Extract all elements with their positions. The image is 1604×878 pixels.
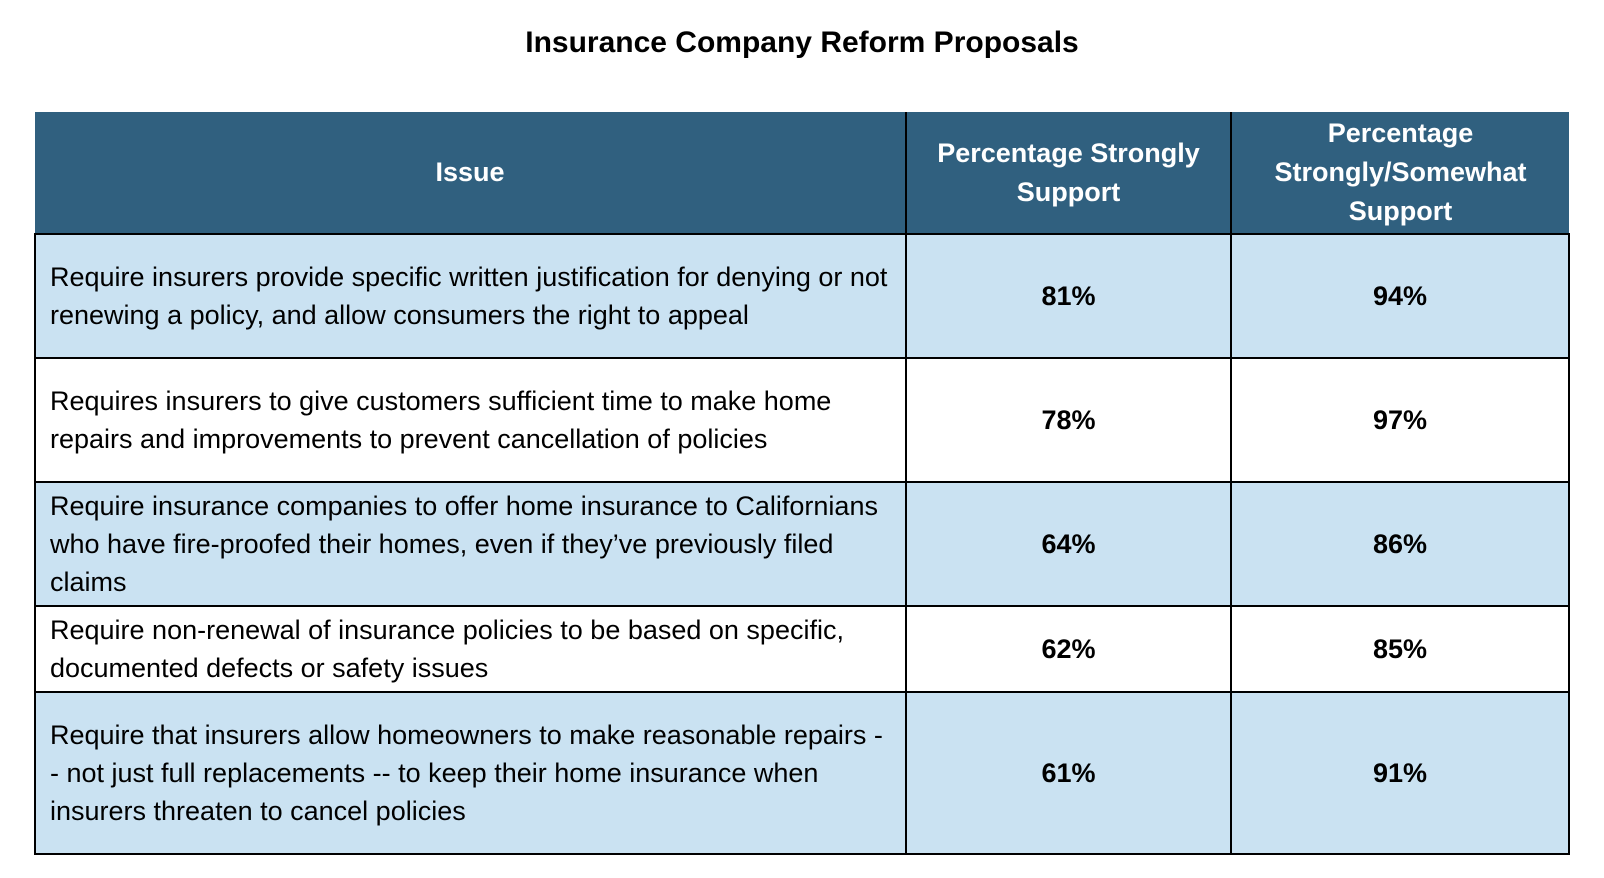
- table-body: Require insurers provide specific writte…: [34, 233, 1570, 855]
- issue-cell: Require non-renewal of insurance policie…: [34, 605, 907, 693]
- table-header: Issue Percentage Strongly Support Percen…: [35, 112, 1569, 235]
- strongly-support-cell: 62%: [905, 605, 1232, 693]
- table-row: Require that insurers allow homeowners t…: [34, 691, 1570, 855]
- table-row: Require non-renewal of insurance policie…: [34, 605, 1570, 693]
- strongly-support-cell: 81%: [905, 233, 1232, 359]
- table-row: Require insurance companies to offer hom…: [34, 481, 1570, 607]
- table-row: Requires insurers to give customers suff…: [34, 357, 1570, 483]
- strongly-somewhat-support-cell: 94%: [1230, 233, 1570, 359]
- strongly-somewhat-support-cell: 86%: [1230, 481, 1570, 607]
- issue-cell: Requires insurers to give customers suff…: [34, 357, 907, 483]
- strongly-support-cell: 61%: [905, 691, 1232, 855]
- col-header-strongly-support: Percentage Strongly Support: [905, 112, 1232, 235]
- col-header-strongly-somewhat-support: Percentage Strongly/Somewhat Support: [1230, 112, 1569, 235]
- strongly-somewhat-support-cell: 91%: [1230, 691, 1570, 855]
- issue-cell: Require insurers provide specific writte…: [34, 233, 907, 359]
- issue-cell: Require that insurers allow homeowners t…: [34, 691, 907, 855]
- strongly-somewhat-support-cell: 97%: [1230, 357, 1570, 483]
- col-header-issue: Issue: [35, 112, 907, 235]
- strongly-support-cell: 78%: [905, 357, 1232, 483]
- strongly-support-cell: 64%: [905, 481, 1232, 607]
- header-row: Issue Percentage Strongly Support Percen…: [35, 112, 1569, 235]
- issue-cell: Require insurance companies to offer hom…: [34, 481, 907, 607]
- page-title: Insurance Company Reform Proposals: [525, 26, 1079, 59]
- table-row: Require insurers provide specific writte…: [34, 233, 1570, 359]
- reform-proposals-table: Issue Percentage Strongly Support Percen…: [34, 112, 1570, 855]
- strongly-somewhat-support-cell: 85%: [1230, 605, 1570, 693]
